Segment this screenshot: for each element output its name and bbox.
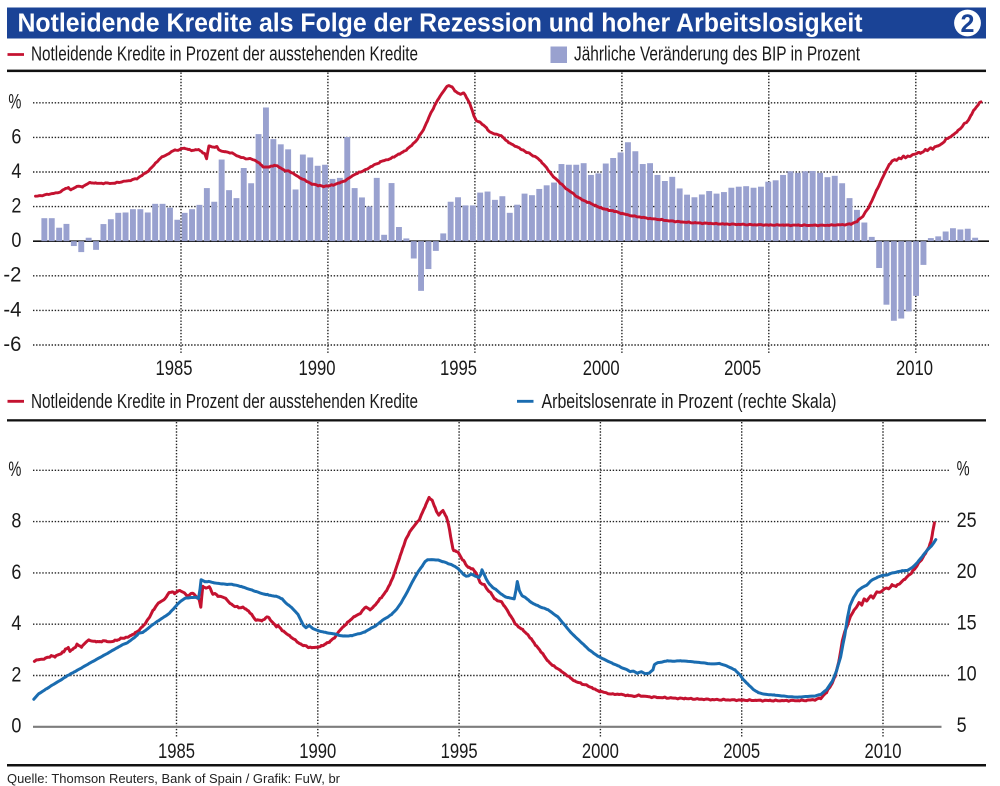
svg-text:-2: -2	[3, 263, 21, 287]
svg-text:1990: 1990	[299, 356, 336, 380]
svg-text:%: %	[957, 457, 970, 481]
svg-text:2010: 2010	[896, 356, 933, 380]
svg-text:6: 6	[11, 124, 21, 148]
svg-text:20: 20	[957, 559, 977, 583]
svg-text:0: 0	[11, 228, 21, 252]
svg-text:-4: -4	[3, 297, 21, 321]
svg-text:4: 4	[11, 611, 21, 635]
svg-text:4: 4	[11, 159, 21, 183]
svg-text:-6: -6	[3, 332, 21, 356]
svg-text:1985: 1985	[158, 739, 195, 763]
svg-text:2: 2	[961, 10, 975, 38]
svg-text:2005: 2005	[723, 739, 760, 763]
svg-text:2010: 2010	[865, 739, 902, 763]
svg-text:Notleidende Kredite in Prozent: Notleidende Kredite in Prozent der ausst…	[31, 44, 418, 66]
svg-text:15: 15	[957, 610, 977, 634]
svg-text:2: 2	[11, 662, 21, 686]
svg-text:%: %	[8, 90, 21, 114]
svg-text:2: 2	[11, 194, 21, 218]
svg-text:1990: 1990	[299, 739, 336, 763]
svg-text:2000: 2000	[582, 739, 619, 763]
svg-text:Arbeitslosenrate in Prozent (r: Arbeitslosenrate in Prozent (rechte Skal…	[542, 391, 837, 413]
svg-text:8: 8	[11, 509, 21, 533]
svg-text:2000: 2000	[583, 356, 620, 380]
svg-text:6: 6	[11, 560, 21, 584]
svg-text:1995: 1995	[441, 739, 478, 763]
svg-text:5: 5	[957, 713, 967, 737]
svg-text:2005: 2005	[724, 356, 761, 380]
svg-text:10: 10	[957, 662, 977, 686]
svg-text:Notleidende Kredite in Prozent: Notleidende Kredite in Prozent der ausst…	[31, 391, 418, 413]
svg-text:Jährliche Veränderung des BIP: Jährliche Veränderung des BIP in Prozent	[574, 44, 860, 66]
svg-text:1985: 1985	[156, 356, 193, 380]
svg-text:0: 0	[11, 714, 21, 738]
svg-text:Quelle: Thomson Reuters, Bank: Quelle: Thomson Reuters, Bank of Spain /…	[7, 771, 341, 786]
svg-text:Notleidende Kredite als Folge: Notleidende Kredite als Folge der Rezess…	[18, 10, 863, 38]
svg-text:25: 25	[957, 508, 977, 532]
svg-text:%: %	[8, 457, 21, 481]
svg-text:1995: 1995	[440, 356, 477, 380]
